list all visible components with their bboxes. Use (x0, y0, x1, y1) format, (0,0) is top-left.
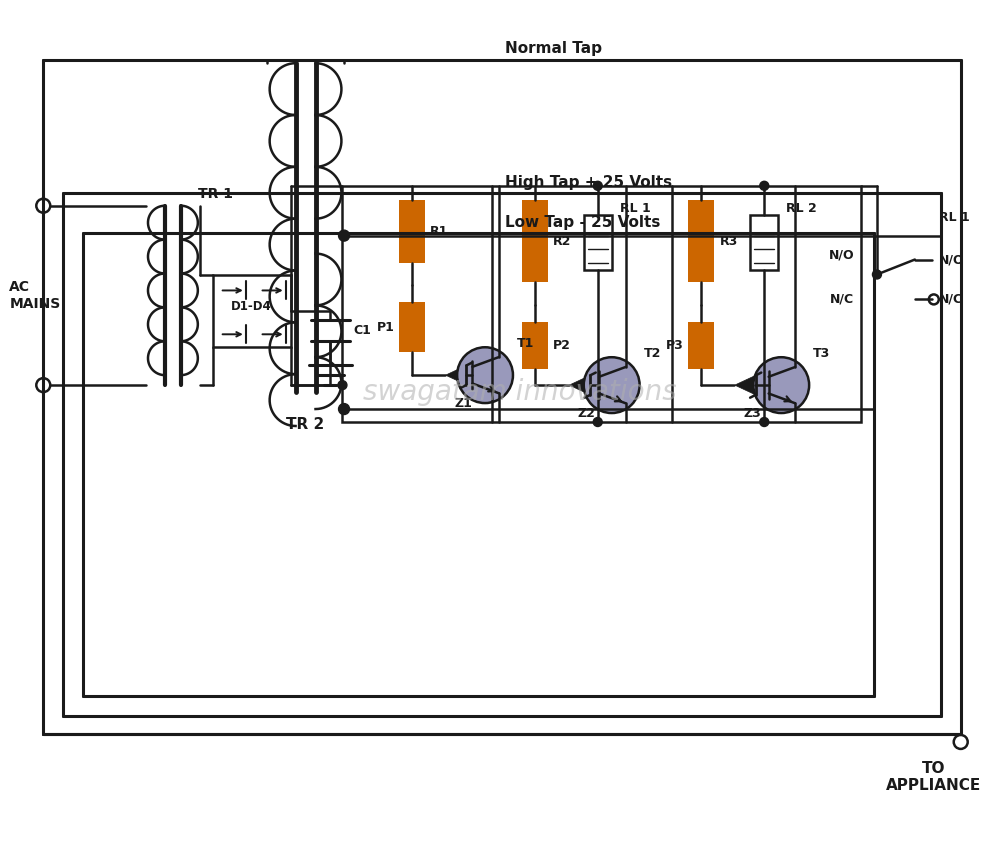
Circle shape (593, 181, 602, 191)
Text: High Tap + 25 Volts: High Tap + 25 Volts (505, 174, 672, 190)
Circle shape (760, 418, 769, 427)
Polygon shape (569, 375, 590, 395)
Bar (584, 215, 612, 270)
Circle shape (339, 230, 350, 241)
Text: RL 1: RL 1 (939, 211, 970, 224)
Text: RL 1: RL 1 (620, 202, 650, 214)
Text: RL 2: RL 2 (786, 202, 817, 214)
Text: P3: P3 (666, 340, 683, 352)
Circle shape (760, 181, 769, 191)
Text: D1-D4: D1-D4 (231, 300, 272, 313)
Text: P1: P1 (376, 321, 394, 334)
Circle shape (872, 270, 881, 279)
Circle shape (954, 735, 968, 749)
Bar (399, 200, 425, 263)
Bar (750, 215, 778, 270)
Text: Normal Tap: Normal Tap (505, 42, 602, 56)
Text: N/C: N/C (939, 293, 963, 306)
Bar (213, 275, 291, 347)
Text: Z3: Z3 (743, 407, 761, 420)
Text: R3: R3 (719, 235, 738, 247)
Text: Z1: Z1 (454, 397, 472, 410)
Bar (688, 323, 714, 369)
Text: AC
MAINS: AC MAINS (9, 280, 61, 311)
Circle shape (36, 199, 50, 213)
Text: TR 1: TR 1 (198, 186, 233, 201)
Text: P2: P2 (553, 340, 571, 352)
Circle shape (36, 378, 50, 392)
Text: T1: T1 (517, 337, 534, 350)
Text: swagatam innovations: swagatam innovations (363, 378, 677, 406)
Circle shape (584, 357, 640, 413)
Bar (522, 200, 548, 282)
Text: C1: C1 (353, 324, 371, 337)
Circle shape (457, 347, 513, 403)
Polygon shape (446, 365, 466, 385)
Text: Z2: Z2 (578, 407, 596, 420)
Bar (342, 185, 861, 422)
Bar (399, 302, 425, 352)
Circle shape (338, 380, 347, 390)
Text: N/O: N/O (828, 248, 854, 261)
Circle shape (929, 295, 939, 304)
Circle shape (339, 403, 350, 414)
Text: TO
APPLIANCE: TO APPLIANCE (886, 761, 981, 794)
Polygon shape (735, 375, 756, 395)
Text: N/C: N/C (830, 293, 854, 306)
Text: T3: T3 (813, 346, 830, 360)
Text: R1: R1 (430, 224, 449, 238)
Text: T2: T2 (644, 346, 661, 360)
Text: TR 2: TR 2 (286, 417, 325, 432)
Bar (688, 200, 714, 282)
Circle shape (593, 418, 602, 427)
Circle shape (753, 357, 809, 413)
Text: Low Tap - 25 Volts: Low Tap - 25 Volts (505, 214, 660, 230)
Text: R2: R2 (553, 235, 571, 247)
Text: N/O: N/O (939, 253, 964, 266)
Bar (522, 323, 548, 369)
